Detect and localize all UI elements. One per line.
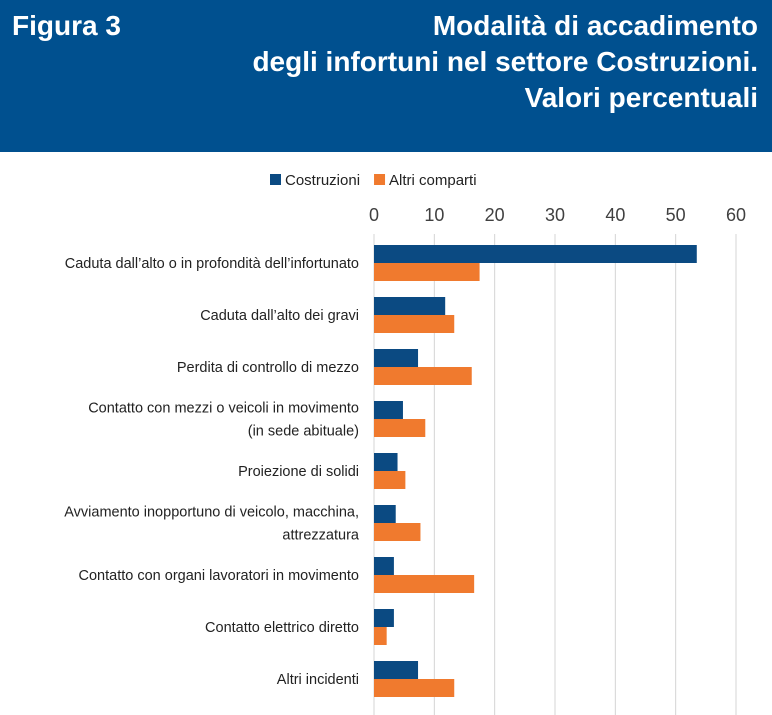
category-label-7: Contatto con organi lavoratori in movime… — [79, 568, 359, 584]
category-label-3: Perdita di controllo di mezzo — [177, 360, 359, 376]
category-label-4-line-2: (in sede abituale) — [248, 424, 359, 440]
category-label-6-line-2: attrezzatura — [282, 528, 359, 544]
category-label-8: Contatto elettrico diretto — [205, 620, 359, 636]
bar-altri-comparti-9 — [374, 679, 455, 697]
category-label-4-line-1: Contatto con mezzi o veicoli in moviment… — [88, 401, 359, 417]
chart-bars — [374, 245, 697, 697]
bar-chart: Costruzioni Altri comparti 0 10 20 30 40 50 60 … — [64, 172, 746, 715]
bar-costruzioni-2 — [374, 297, 446, 315]
bar-altri-comparti-7 — [374, 575, 475, 593]
category-labels: Caduta dall’alto o in profondità dell’in… — [64, 256, 360, 688]
chart-title: Modalità di accadimento degli infortuni … — [158, 8, 758, 116]
category-label-9: Altri incidenti — [277, 672, 359, 688]
legend-label-altri-comparti: Altri comparti — [389, 172, 477, 189]
bar-altri-comparti-1 — [374, 263, 480, 281]
bar-costruzioni-9 — [374, 661, 419, 679]
figure-header: Figura 3 Modalità di accadimento degli i… — [0, 0, 772, 152]
chart-title-line-3: Valori percentuali — [524, 82, 758, 113]
chart-title-line-2: degli infortuni nel settore Costruzioni. — [252, 46, 758, 77]
category-label-5: Proiezione di solidi — [238, 464, 359, 480]
category-label-2: Caduta dall’alto dei gravi — [200, 308, 359, 324]
bar-costruzioni-8 — [374, 609, 394, 627]
bar-altri-comparti-6 — [374, 523, 421, 541]
figure-number: Figura 3 — [12, 10, 121, 41]
bar-altri-comparti-2 — [374, 315, 455, 333]
bar-altri-comparti-5 — [374, 471, 406, 489]
x-tick-label-20: 20 — [485, 205, 505, 225]
x-axis-ticks: 0 10 20 30 40 50 60 — [369, 205, 746, 225]
bar-costruzioni-1 — [374, 245, 697, 263]
chart-legend: Costruzioni Altri comparti — [270, 172, 477, 189]
bar-costruzioni-3 — [374, 349, 419, 367]
bar-costruzioni-5 — [374, 453, 398, 471]
legend-swatch-costruzioni — [270, 174, 281, 185]
bar-costruzioni-7 — [374, 557, 394, 575]
x-tick-label-30: 30 — [545, 205, 565, 225]
bar-altri-comparti-8 — [374, 627, 387, 645]
legend-label-costruzioni: Costruzioni — [285, 172, 360, 189]
x-tick-label-40: 40 — [605, 205, 625, 225]
x-tick-label-60: 60 — [726, 205, 746, 225]
x-tick-label-0: 0 — [369, 205, 379, 225]
x-tick-label-50: 50 — [666, 205, 686, 225]
bar-altri-comparti-3 — [374, 367, 472, 385]
chart-title-line-1: Modalità di accadimento — [432, 10, 758, 41]
category-label-6-line-1: Avviamento inopportuno di veicolo, macch… — [64, 505, 359, 521]
bar-costruzioni-6 — [374, 505, 396, 523]
legend-swatch-altri-comparti — [374, 174, 386, 185]
bar-costruzioni-4 — [374, 401, 403, 419]
category-label-1: Caduta dall’alto o in profondità dell’in… — [65, 256, 359, 272]
x-tick-label-10: 10 — [424, 205, 444, 225]
bar-altri-comparti-4 — [374, 419, 426, 437]
